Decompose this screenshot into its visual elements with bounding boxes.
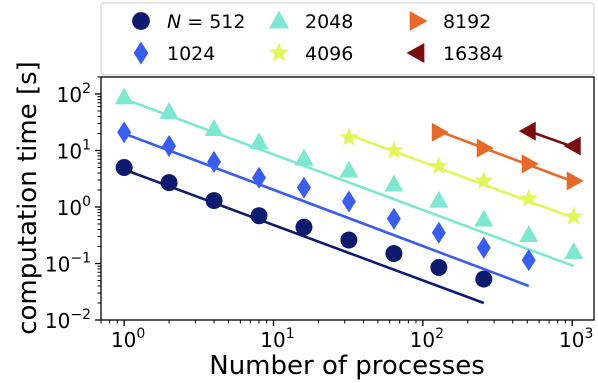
- fit-line-series-3: [123, 97, 575, 268]
- data-point-series-4-3: [429, 156, 449, 175]
- legend-marker-6: [406, 43, 425, 63]
- y-tick-label: 10−2: [45, 307, 91, 333]
- legend-marker-5: [409, 11, 428, 31]
- legend-label-5: 8192: [443, 11, 491, 33]
- legend-label-4: 4096: [305, 43, 353, 65]
- legend-marker-2: [133, 41, 149, 65]
- data-point-series-4-5: [519, 188, 539, 207]
- legend-box: [100, 2, 595, 76]
- x-tick-label: 103: [559, 326, 593, 352]
- data-point-series-4-1: [339, 127, 359, 146]
- data-point-series-1-1: [115, 159, 133, 177]
- data-point-series-3-7: [384, 174, 404, 192]
- data-point-series-3-5: [294, 148, 314, 166]
- legend-marker-1: [132, 12, 150, 30]
- fit-line-series-1: [123, 168, 485, 305]
- legend-label-1: N = 512: [167, 11, 245, 33]
- data-point-series-6-2: [563, 136, 581, 156]
- x-axis-ticks: 100 101 102 103: [100, 320, 593, 352]
- data-point-series-2-3: [207, 150, 222, 173]
- data-point-series-2-9: [476, 236, 491, 259]
- y-axis-label: computation time [s]: [13, 61, 43, 335]
- data-point-series-2-8: [431, 221, 446, 244]
- x-tick-label: 102: [410, 326, 444, 352]
- data-point-series-3-3: [204, 119, 224, 137]
- data-point-series-1-9: [475, 270, 493, 288]
- data-point-series-2-6: [341, 190, 356, 213]
- data-point-series-6-1: [518, 121, 536, 141]
- data-point-series-1-8: [430, 258, 448, 276]
- data-point-series-2-10: [521, 249, 536, 272]
- data-point-series-5-3: [521, 154, 539, 174]
- legend-label-3: 2048: [305, 11, 353, 33]
- data-point-series-3-8: [429, 190, 449, 208]
- data-point-series-5-4: [566, 171, 584, 191]
- data-point-series-5-2: [476, 138, 494, 158]
- data-point-series-3-6: [339, 160, 359, 178]
- data-point-series-1-6: [340, 231, 358, 249]
- data-point-series-4-2: [384, 140, 404, 159]
- data-point-series-1-7: [385, 245, 403, 263]
- fit-line-series-2: [123, 132, 530, 288]
- data-point-series-2-2: [162, 135, 177, 158]
- legend: N = 512 1024 2048 4096 8192 16384: [100, 2, 595, 76]
- data-markers: [114, 87, 584, 288]
- data-point-series-5-1: [431, 122, 449, 142]
- data-point-series-3-11: [564, 241, 584, 259]
- legend-marker-3: [269, 10, 289, 29]
- data-point-series-1-3: [205, 192, 223, 210]
- y-tick-label: 100: [57, 194, 91, 220]
- data-point-series-3-9: [474, 209, 494, 227]
- x-axis-label: Number of processes: [209, 351, 485, 381]
- fit-line-series-6: [528, 129, 575, 149]
- legend-label-2: 1024: [167, 43, 215, 65]
- data-point-series-4-4: [474, 170, 494, 189]
- y-axis-ticks: 10−2 10−1 100 101 102: [45, 76, 101, 333]
- data-point-series-2-5: [296, 176, 311, 199]
- data-point-series-2-7: [386, 207, 401, 230]
- data-point-series-1-2: [160, 174, 178, 192]
- y-tick-label: 102: [57, 81, 91, 107]
- fit-line-series-4: [348, 133, 575, 220]
- data-point-series-3-1: [114, 87, 134, 105]
- data-point-series-3-2: [159, 102, 179, 120]
- y-tick-label: 101: [57, 138, 91, 164]
- x-tick-label: 100: [111, 326, 145, 352]
- fit-line-series-5: [438, 129, 575, 183]
- plot-frame: [100, 76, 595, 321]
- data-point-series-3-10: [519, 224, 539, 242]
- data-point-series-4-6: [564, 206, 584, 225]
- legend-marker-4: [269, 42, 289, 62]
- data-point-series-1-4: [250, 207, 268, 225]
- x-tick-label: 101: [260, 326, 294, 352]
- data-point-series-3-4: [249, 132, 269, 150]
- y-tick-label: 10−1: [45, 251, 91, 277]
- data-point-series-2-4: [252, 166, 267, 189]
- data-point-series-2-1: [117, 121, 132, 144]
- data-point-series-1-5: [295, 218, 313, 236]
- legend-label-6: 16384: [443, 43, 503, 65]
